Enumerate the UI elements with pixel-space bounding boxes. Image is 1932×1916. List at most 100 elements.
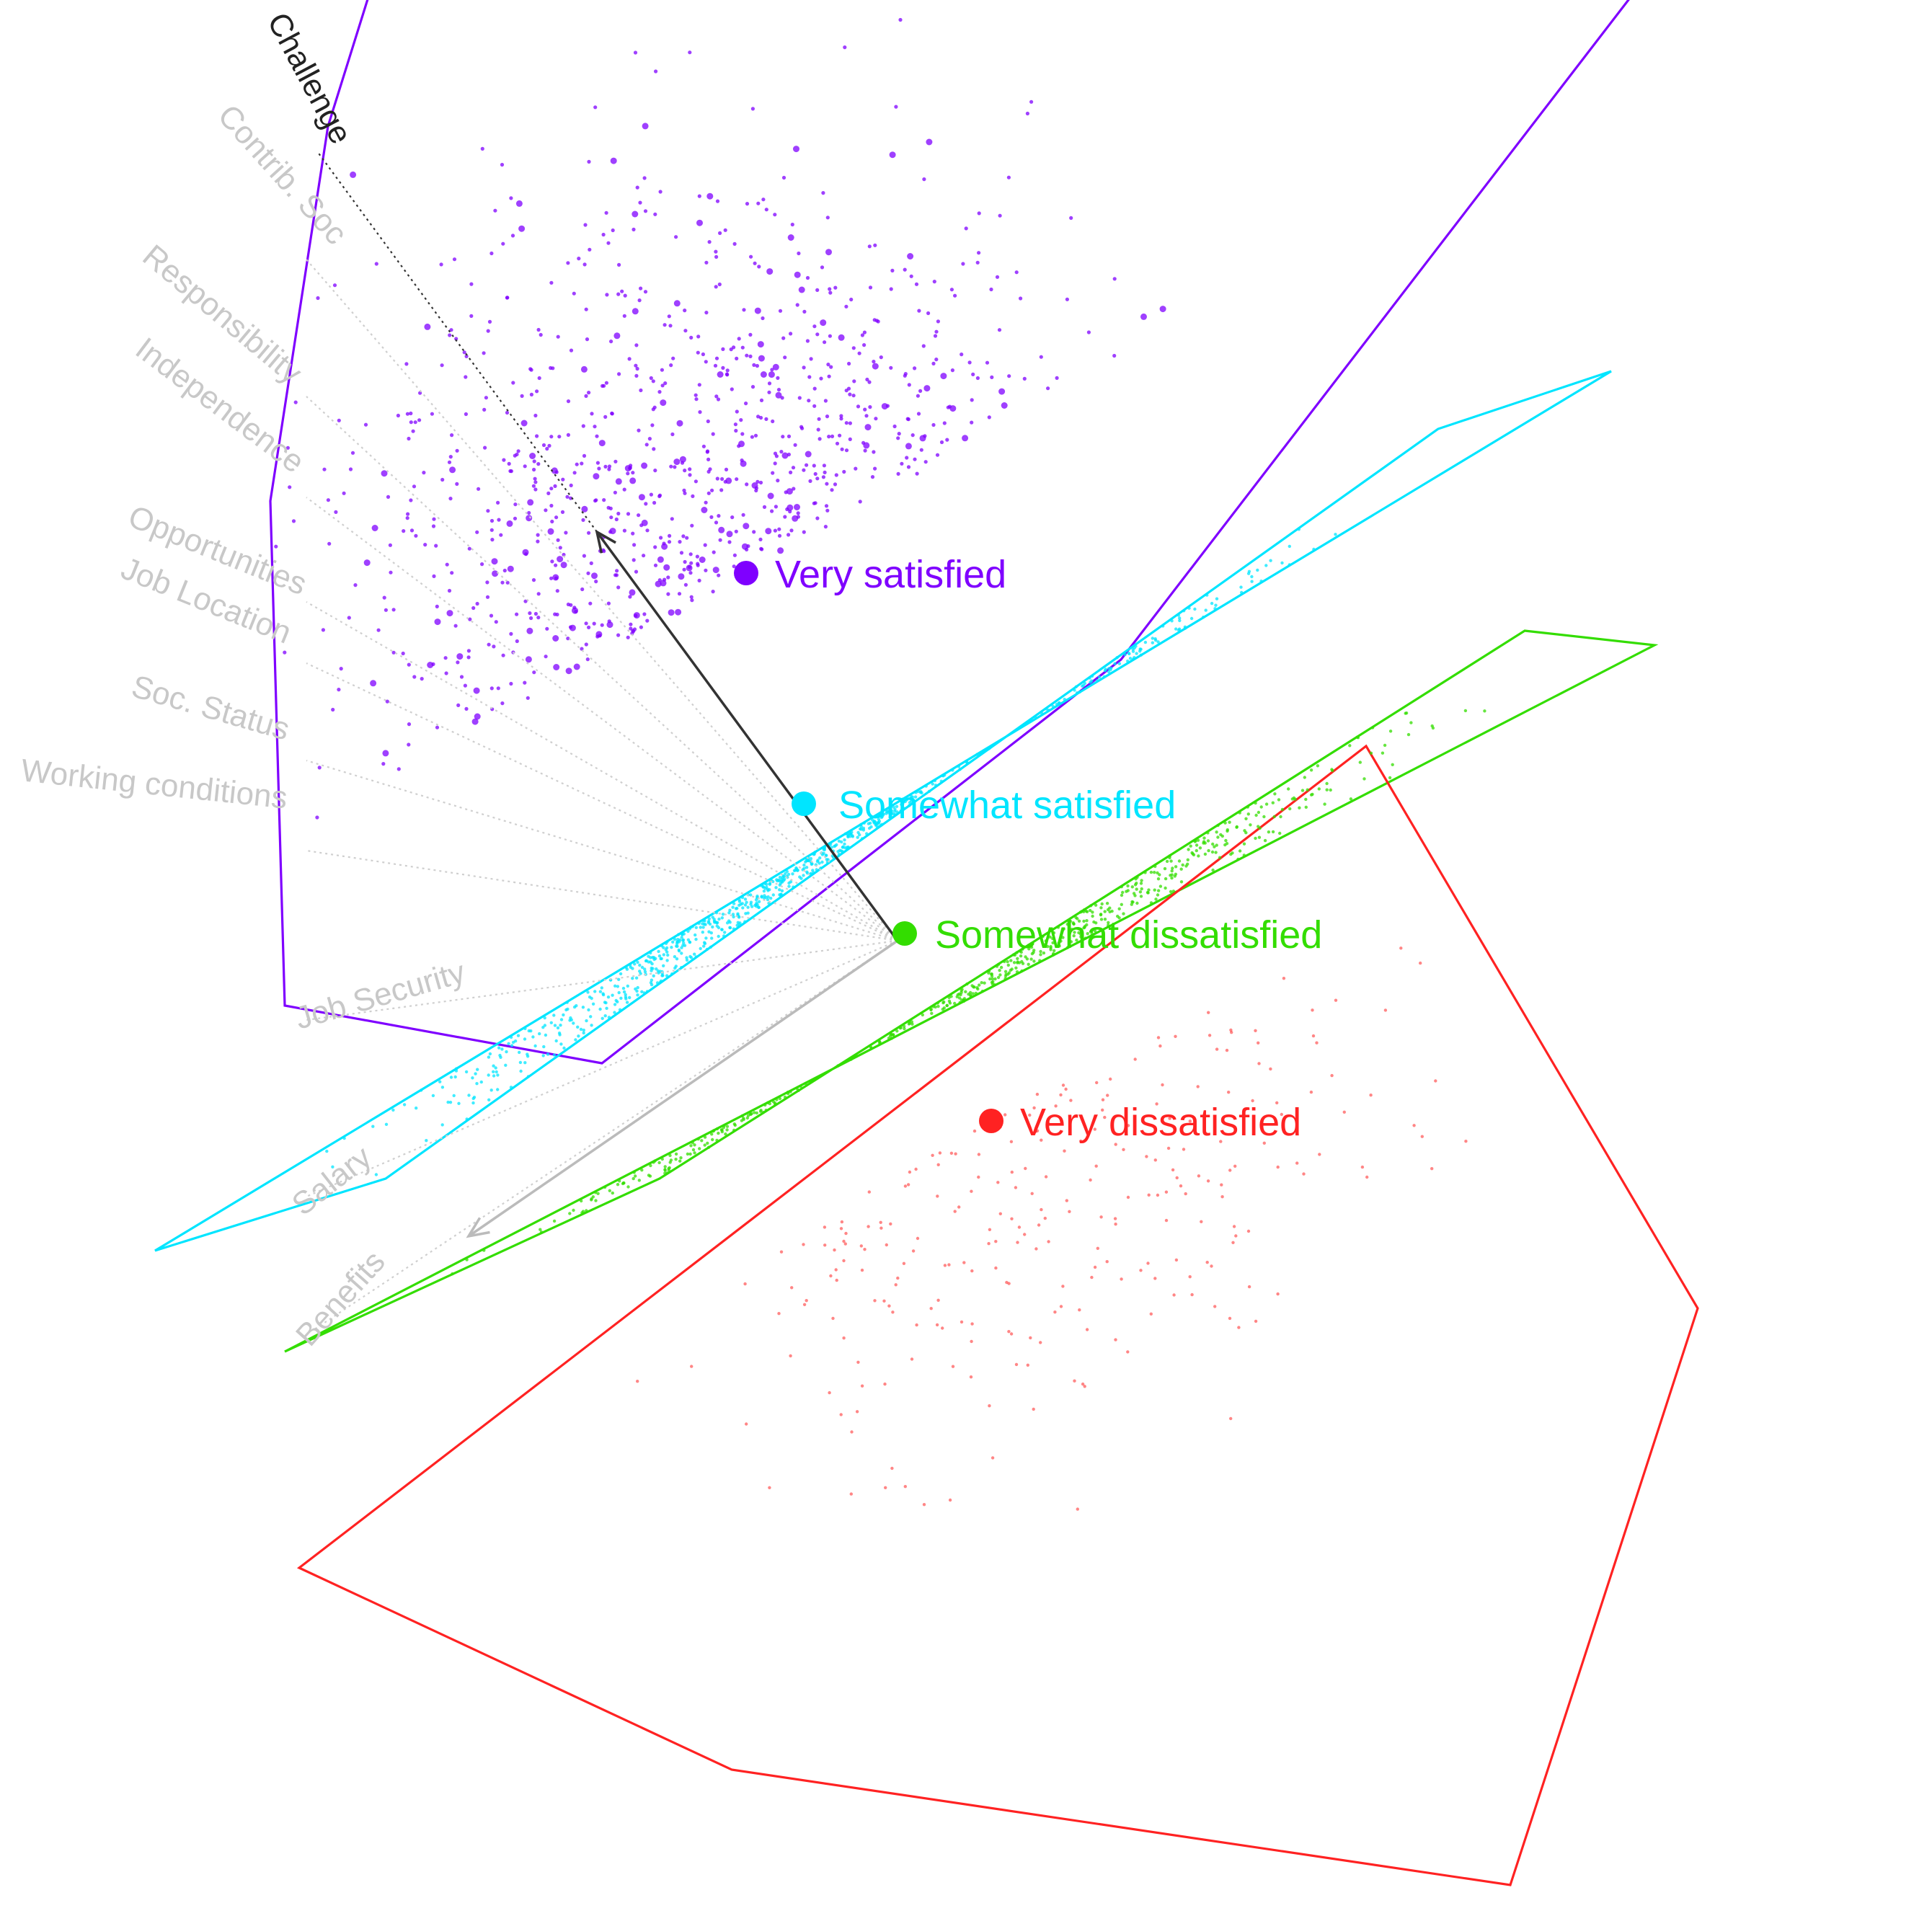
point-very-satisfied [696, 350, 700, 355]
point-very-satisfied [533, 413, 538, 418]
point-very-satisfied [744, 402, 748, 406]
point-somewhat-dissatisfied [887, 1037, 891, 1040]
point-very-satisfied [940, 373, 947, 380]
point-very-dissatisfied [977, 1175, 980, 1179]
point-somewhat-satisfied [709, 945, 712, 949]
point-somewhat-dissatisfied [1059, 939, 1063, 943]
point-very-satisfied [647, 437, 652, 441]
point-somewhat-satisfied [598, 990, 603, 993]
point-very-satisfied [605, 293, 609, 297]
point-very-satisfied [1069, 216, 1073, 220]
point-somewhat-satisfied [862, 821, 867, 825]
point-somewhat-satisfied [1156, 640, 1160, 644]
point-somewhat-satisfied [487, 1073, 490, 1077]
point-somewhat-satisfied [516, 1034, 520, 1037]
point-somewhat-dissatisfied [674, 1152, 678, 1156]
point-somewhat-satisfied [817, 861, 821, 865]
point-very-satisfied [917, 309, 921, 313]
point-very-satisfied [516, 449, 520, 453]
point-very-satisfied [555, 589, 559, 593]
point-very-satisfied [431, 524, 436, 528]
point-somewhat-dissatisfied [1003, 970, 1008, 974]
point-somewhat-dissatisfied [1139, 895, 1143, 898]
point-very-satisfied [496, 500, 500, 505]
point-very-satisfied [326, 498, 330, 502]
point-very-satisfied [464, 412, 469, 417]
point-somewhat-satisfied [861, 828, 866, 832]
point-somewhat-dissatisfied [1103, 910, 1107, 913]
point-very-satisfied [683, 491, 687, 495]
point-very-satisfied [780, 396, 784, 400]
point-very-satisfied [556, 538, 560, 542]
point-very-dissatisfied [867, 1225, 870, 1228]
point-very-satisfied [518, 225, 526, 232]
point-very-satisfied [610, 412, 614, 416]
point-somewhat-dissatisfied [1107, 921, 1110, 925]
point-very-satisfied [865, 377, 869, 382]
point-very-satisfied [668, 609, 675, 616]
point-somewhat-satisfied [603, 1014, 607, 1018]
point-somewhat-dissatisfied [1298, 806, 1301, 810]
point-very-dissatisfied [1174, 1034, 1177, 1039]
guide-line-job-location [306, 662, 898, 941]
point-very-satisfied [389, 570, 393, 575]
point-somewhat-satisfied [559, 1042, 563, 1046]
point-somewhat-dissatisfied [1138, 890, 1143, 894]
point-very-satisfied [363, 422, 368, 427]
point-somewhat-satisfied [693, 952, 696, 956]
point-very-dissatisfied [969, 1375, 973, 1379]
point-somewhat-dissatisfied [1236, 857, 1240, 861]
point-very-dissatisfied [1014, 1186, 1018, 1189]
point-very-satisfied [754, 486, 758, 490]
point-very-satisfied [755, 363, 759, 368]
point-very-satisfied [332, 283, 337, 288]
point-somewhat-satisfied [709, 931, 713, 935]
point-somewhat-satisfied [711, 925, 714, 929]
point-somewhat-dissatisfied [988, 977, 992, 981]
point-somewhat-satisfied [701, 926, 705, 929]
point-somewhat-satisfied [565, 1001, 569, 1004]
point-very-satisfied [717, 514, 721, 518]
point-very-satisfied [569, 624, 576, 631]
point-very-dissatisfied [1208, 1034, 1212, 1037]
point-very-satisfied [1007, 374, 1011, 378]
point-somewhat-satisfied [1214, 603, 1218, 607]
point-somewhat-satisfied [603, 1001, 607, 1004]
point-somewhat-satisfied [624, 993, 627, 997]
point-very-satisfied [975, 260, 980, 265]
point-somewhat-satisfied [556, 1026, 560, 1030]
point-somewhat-dissatisfied [539, 1228, 542, 1231]
point-very-satisfied [798, 286, 805, 293]
point-very-satisfied [544, 508, 548, 513]
point-very-satisfied [535, 389, 539, 394]
point-somewhat-satisfied [1151, 637, 1155, 640]
point-somewhat-dissatisfied [611, 1191, 614, 1195]
point-somewhat-satisfied [749, 900, 753, 904]
point-very-dissatisfied [1276, 1165, 1280, 1169]
point-very-satisfied [449, 466, 456, 474]
point-somewhat-dissatisfied [1015, 951, 1019, 954]
point-somewhat-satisfied [671, 940, 675, 944]
point-somewhat-dissatisfied [1206, 839, 1210, 843]
point-somewhat-dissatisfied [1085, 919, 1089, 923]
point-very-satisfied [339, 667, 343, 671]
point-very-satisfied [758, 480, 763, 485]
point-very-satisfied [371, 525, 378, 531]
point-somewhat-satisfied [685, 956, 688, 959]
point-somewhat-dissatisfied [1264, 802, 1269, 806]
point-very-satisfied [872, 363, 879, 370]
point-very-dissatisfied [960, 1320, 964, 1324]
point-somewhat-satisfied [856, 830, 860, 835]
point-very-satisfied [350, 171, 357, 178]
point-somewhat-satisfied [677, 933, 681, 936]
point-somewhat-satisfied [479, 1080, 483, 1084]
point-somewhat-satisfied [1126, 659, 1130, 663]
point-very-satisfied [587, 391, 591, 395]
point-somewhat-satisfied [705, 947, 709, 952]
point-somewhat-satisfied [879, 815, 884, 820]
point-very-satisfied [477, 487, 481, 491]
point-somewhat-satisfied [686, 929, 690, 933]
point-somewhat-dissatisfied [1049, 948, 1053, 952]
point-very-satisfied [934, 358, 939, 362]
variable-label-salary: Salary [285, 1139, 378, 1222]
